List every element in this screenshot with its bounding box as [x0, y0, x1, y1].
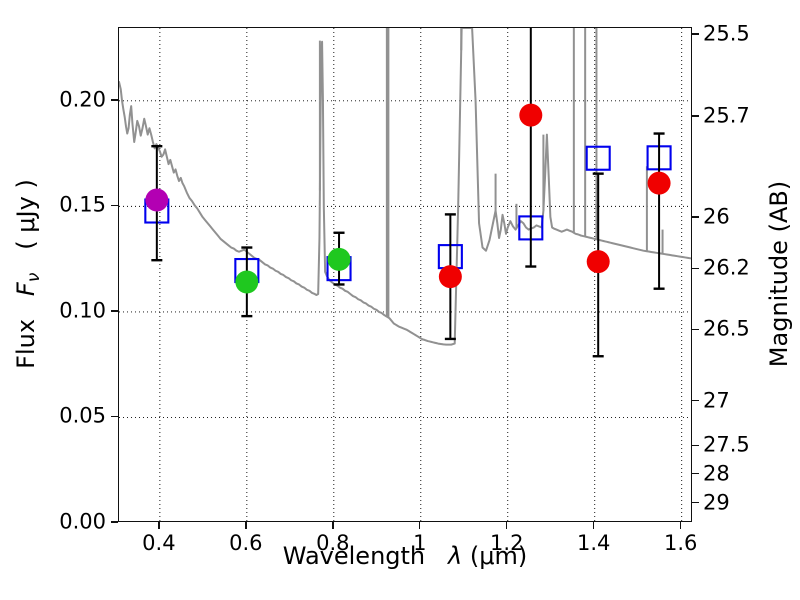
secondary-y-tick-label: 29 [703, 490, 730, 515]
secondary-y-tick-label: 26 [703, 204, 730, 229]
y-tick-mark [111, 204, 118, 207]
y-axis-label-subscript: ν [23, 272, 44, 283]
secondary-y-tick-mark [692, 216, 699, 218]
x-tick-mark [245, 522, 247, 529]
secondary-y-axis-label: Magnitude (AB) [765, 180, 793, 368]
plot-canvas [119, 28, 691, 521]
observed-point-marker [327, 247, 351, 271]
y-tick-mark [111, 99, 118, 101]
observed-point-marker [235, 270, 259, 294]
observed-point-marker [438, 265, 462, 289]
secondary-y-tick-mark [692, 444, 699, 447]
spectrum-curve-group [119, 28, 691, 346]
spectrum-continuum [119, 28, 691, 346]
secondary-y-tick-label: 25.7 [703, 103, 750, 128]
y-axis-label-unit: ( μJy ) [12, 179, 41, 250]
x-tick-mark [419, 522, 421, 529]
x-axis-label-lambda: λ [448, 542, 463, 570]
model-point-square [585, 145, 611, 171]
x-tick-label: 0.6 [229, 531, 263, 555]
x-tick-label: 0.8 [316, 531, 350, 555]
y-axis-label: Flux Fν ( μJy ) [12, 179, 44, 369]
secondary-y-tick-mark [692, 399, 699, 402]
observed-point-marker [145, 188, 169, 212]
y-tick-label: 0.20 [59, 87, 106, 112]
secondary-y-tick-label: 27 [703, 388, 730, 413]
secondary-y-tick-mark [692, 472, 699, 475]
x-tick-mark [679, 522, 682, 529]
secondary-y-tick-mark [692, 115, 699, 117]
secondary-y-tick-mark [692, 33, 699, 35]
errorbar-group [151, 28, 665, 358]
secondary-y-tick-label: 25.5 [703, 21, 750, 46]
observed-point-marker [586, 250, 610, 274]
x-tick-label: 0.4 [142, 531, 176, 555]
secondary-y-tick-label: 27.5 [703, 432, 750, 457]
y-axis-label-prefix: Flux [12, 318, 41, 369]
x-tick-mark [506, 522, 508, 529]
secondary-y-tick-mark [692, 328, 699, 331]
secondary-y-tick-mark [692, 502, 699, 504]
plot-clip [119, 28, 691, 521]
secondary-y-tick-label: 28 [703, 461, 730, 486]
secondary-y-tick-label: 26.5 [703, 316, 750, 341]
y-tick-label: 0.10 [59, 298, 106, 323]
observed-point-marker [519, 103, 543, 127]
y-tick-mark [111, 310, 118, 312]
x-tick-mark [158, 522, 160, 529]
x-axis-label-prefix: Wavelength [282, 542, 426, 570]
y-tick-label: 0.15 [59, 192, 106, 217]
x-tick-label: 1.2 [490, 531, 524, 555]
observed-photometry-group [145, 103, 671, 294]
y-tick-mark [111, 521, 118, 523]
y-tick-mark [111, 415, 118, 418]
x-tick-mark [332, 522, 334, 529]
observed-point-marker [647, 171, 671, 195]
x-axis-label: Wavelength λ (μm) [283, 542, 527, 570]
plot-area [118, 27, 692, 522]
secondary-y-tick-mark [692, 267, 699, 269]
x-tick-mark [593, 522, 595, 529]
x-tick-label: 1.4 [577, 531, 611, 555]
x-axis-label-unit: (μm) [469, 542, 528, 570]
y-axis-label-symbol: F [12, 282, 41, 297]
x-tick-label: 1.6 [663, 531, 698, 555]
y-tick-label: 0.00 [59, 509, 106, 534]
secondary-y-tick-label: 26.2 [703, 255, 750, 280]
y-tick-label: 0.05 [59, 403, 106, 428]
x-tick-label: 1 [413, 531, 427, 555]
gridlines [119, 28, 691, 521]
